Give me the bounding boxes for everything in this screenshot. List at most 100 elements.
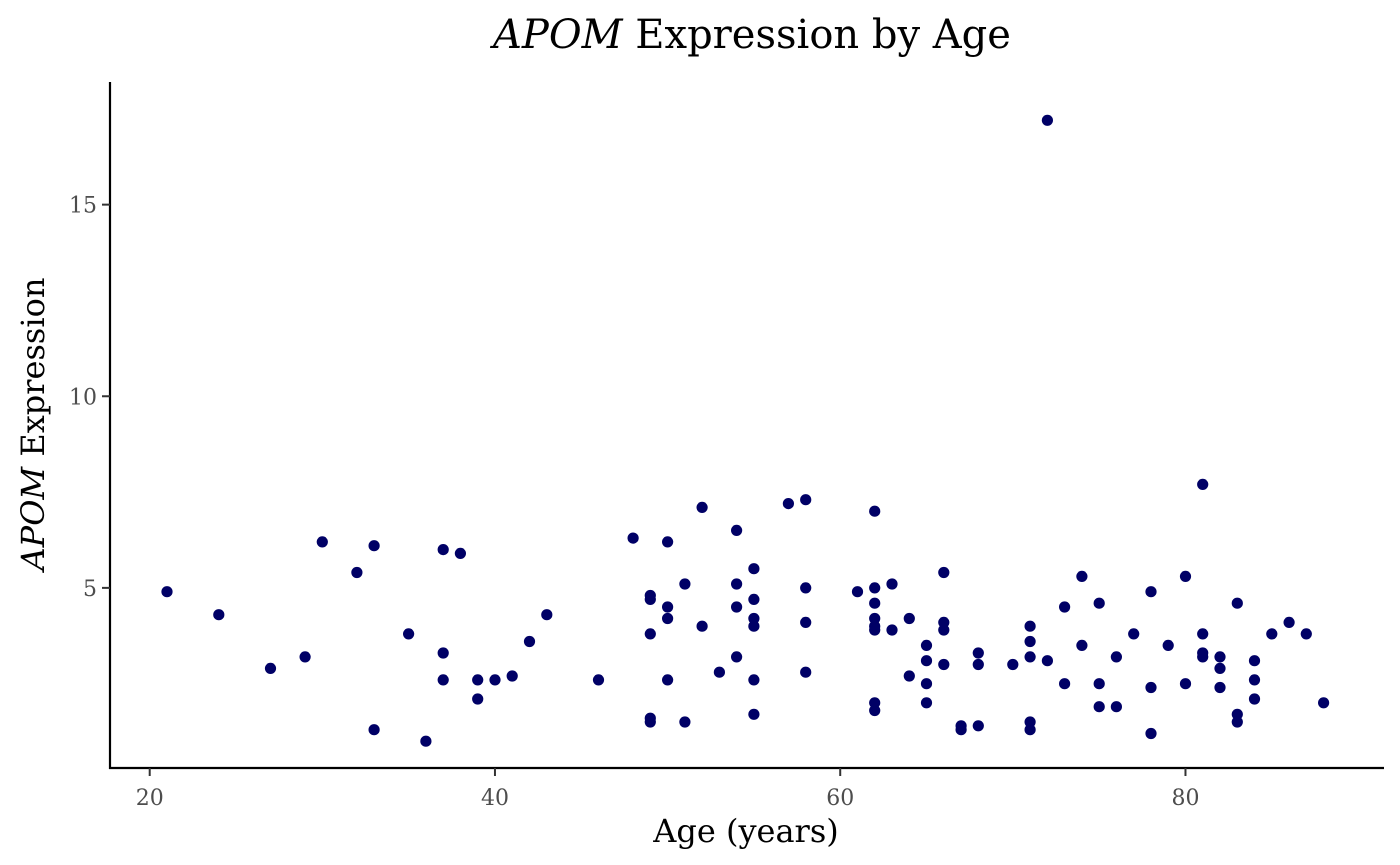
y-tick-label: 5 [83,577,97,602]
data-point [1231,708,1243,720]
x-tick-label: 40 [481,786,509,811]
data-point [161,586,173,598]
data-point [748,708,760,720]
data-point [454,547,466,560]
data-point [1318,697,1330,709]
data-point [731,524,743,537]
data-point [213,609,225,621]
x-tick-label: 60 [826,786,854,811]
data-point [437,544,449,556]
data-point [679,716,691,728]
data-point [903,670,915,682]
data-point [920,697,933,709]
data-point [782,498,795,510]
data-point [869,704,881,717]
data-point [1231,597,1243,609]
data-point [1093,597,1105,609]
data-point [938,566,950,579]
data-point [1214,651,1226,663]
data-point [972,658,984,671]
data-point [800,582,812,594]
data-point [1231,716,1243,728]
data-point [420,735,432,747]
data-point [541,609,553,621]
data-point [437,674,449,686]
data-point [748,674,760,686]
y-axis-title-rest: Expression [14,278,52,467]
data-point [1179,570,1192,583]
chart-title: APOM Expression by Age [489,12,1011,58]
data-point [644,593,656,606]
data-point [351,566,363,579]
data-point [316,536,328,548]
data-point [1145,586,1157,598]
data-point [886,624,898,636]
data-point [748,620,760,632]
data-point [938,624,950,636]
data-point [851,586,864,598]
y-ticks: 5 10 15 [69,194,110,602]
data-point [1128,628,1140,640]
chart-title-rest: Expression by Age [623,12,1011,58]
data-point [886,578,898,590]
data-point [1076,570,1088,583]
data-point [748,563,760,575]
data-point [1266,628,1278,640]
data-point [955,724,967,736]
data-point [1093,678,1105,690]
data-point [920,639,933,652]
data-point [264,662,277,675]
data-point [800,666,812,678]
data-point [1041,114,1053,126]
data-point [506,670,518,682]
data-point [869,582,881,594]
x-tick-label: 20 [136,786,164,811]
data-point [972,647,984,659]
data-point [696,620,708,632]
data-point [644,628,656,640]
data-point [1197,651,1209,663]
data-point [731,578,743,590]
data-point [662,612,674,625]
axes [108,82,1384,770]
data-point [472,674,484,686]
data-point [1248,655,1261,667]
data-point [1110,651,1122,663]
data-point [1007,658,1019,671]
data-point [627,532,639,544]
data-point [696,501,708,513]
data-point [403,628,415,640]
y-tick-label: 15 [69,194,97,219]
data-point [1197,628,1209,640]
data-point [437,647,449,659]
data-point [713,666,726,678]
data-point [1024,651,1036,663]
data-point [1248,674,1261,686]
data-point [1024,635,1036,648]
x-axis-title: Age (years) [652,812,838,850]
data-point [748,593,760,606]
y-axis-title: APOM Expression [14,278,52,574]
data-point [662,601,674,613]
data-point [662,674,674,686]
data-point [1076,639,1088,652]
y-tick-label: 10 [69,385,97,410]
data-point [1145,681,1157,694]
chart-title-italic: APOM [489,12,624,58]
data-point [1197,478,1209,490]
data-point [1179,678,1192,690]
data-point [920,678,933,690]
data-point [972,720,984,732]
data-point [1283,616,1295,629]
data-point [1214,681,1226,694]
data-point [1248,693,1261,705]
data-point [489,674,501,686]
data-point [869,505,881,517]
data-point [731,601,743,613]
data-point [662,536,674,548]
data-point [938,658,950,671]
data-point [748,612,760,625]
x-tick-label: 80 [1171,786,1199,811]
data-point [368,540,380,552]
data-point [869,612,881,625]
